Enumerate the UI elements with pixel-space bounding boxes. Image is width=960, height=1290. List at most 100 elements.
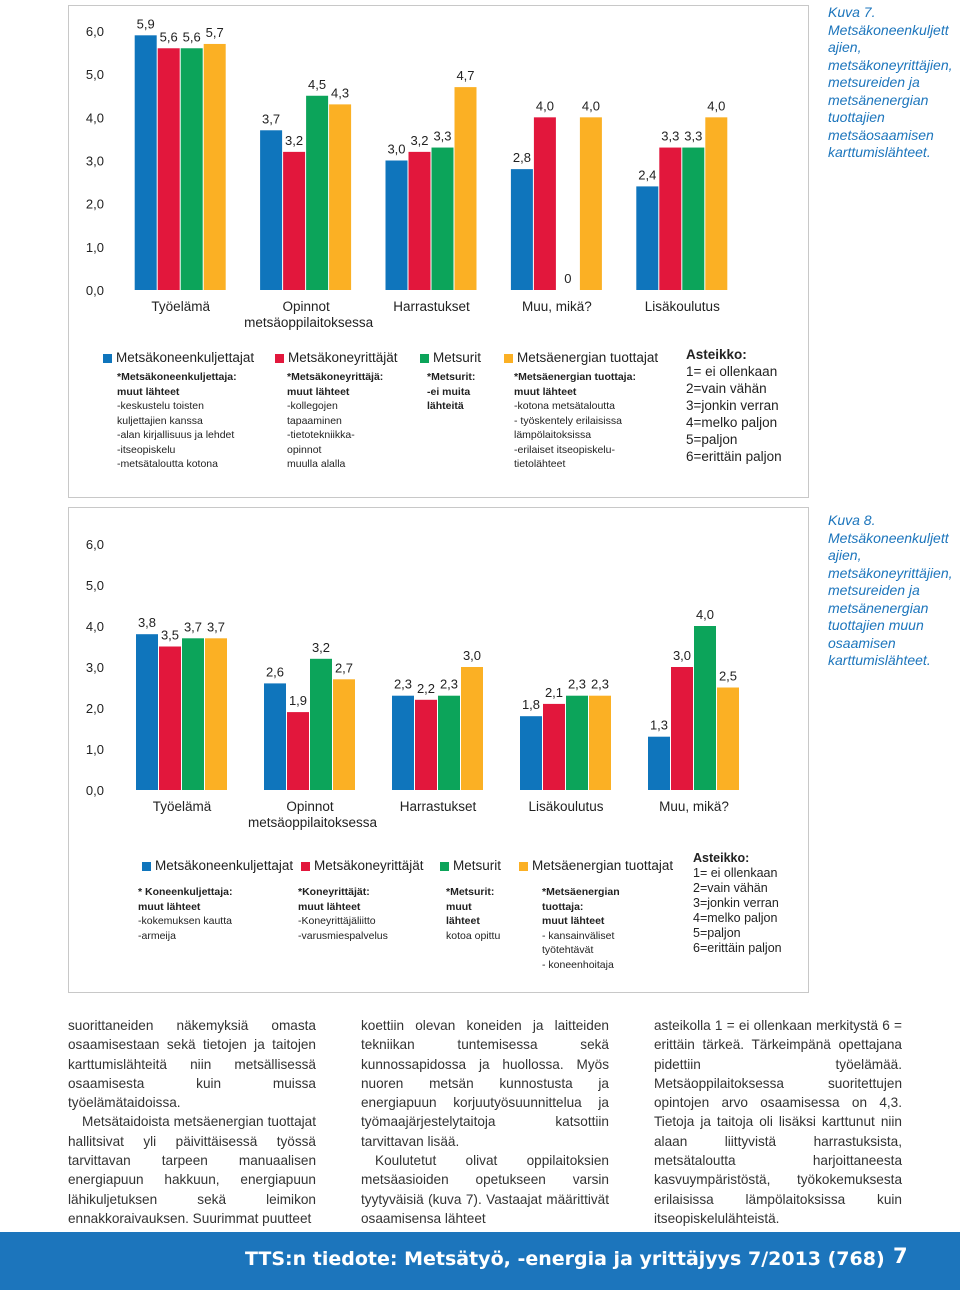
value-label: 2,3 — [591, 677, 609, 692]
legend-label: Metsäkoneyrittäjät — [314, 858, 424, 873]
legend-swatch — [142, 862, 151, 871]
bar — [205, 638, 227, 790]
value-label: 2,3 — [568, 677, 586, 692]
bar — [329, 104, 352, 290]
bar — [203, 43, 226, 291]
scale-line: 3=jonkin verran — [686, 398, 779, 413]
footer: TTS:n tiedote: Metsätyö, -energia ja yri… — [0, 1232, 960, 1290]
bar — [454, 87, 477, 290]
legend-note: *Metsäenergian tuottaja: muut lähteet -kot… — [514, 370, 636, 472]
figure-caption: Kuva 7. Metsäkoneenkuljettajien, metsäko… — [828, 4, 953, 160]
note-heading: muut lähteet — [117, 385, 180, 398]
legend-swatch — [275, 354, 284, 363]
scale-legend: Asteikko: 1= ei ollenkaan 2=vain vähän 3=jo… — [686, 346, 782, 465]
bar — [287, 712, 309, 790]
note-line: -erilaiset itseopiskelu- — [514, 443, 615, 456]
text-column: suorittaneiden näkemyksiä omasta osaamis… — [68, 1016, 316, 1228]
value-label: 2,2 — [417, 681, 435, 696]
legend-note: *Metsäkoneyrittäjä: muut lähteet -kollegoj… — [287, 370, 383, 472]
value-label: 4,0 — [536, 98, 554, 113]
bar — [705, 117, 728, 290]
y-tick-label: 3,0 — [86, 660, 104, 675]
value-label: 3,5 — [161, 628, 179, 643]
legend-label: Metsäkoneyrittäjät — [288, 350, 398, 365]
bar — [694, 626, 716, 790]
legend-swatch — [103, 354, 112, 363]
note-heading: muut lähteet — [514, 385, 577, 398]
paragraph: Koulutetut olivat oppilaitoksien metsäas… — [361, 1153, 609, 1226]
note-heading: muut lähteet — [298, 900, 361, 913]
value-label: 4,3 — [331, 85, 349, 100]
value-label: 1,9 — [289, 693, 307, 708]
chart-frame — [68, 5, 809, 498]
bar — [682, 147, 705, 290]
note-line: -tietotekniikka- — [287, 429, 355, 441]
value-label: 2,3 — [394, 677, 412, 692]
legend-label: Metsäkoneenkuljettajat — [116, 350, 255, 365]
value-label: 2,8 — [513, 150, 531, 165]
note-line: opinnot — [287, 443, 322, 456]
value-label: 0 — [564, 271, 571, 286]
bar — [659, 147, 682, 290]
bar — [579, 117, 602, 290]
value-label: 4,5 — [308, 77, 326, 92]
value-label: 5,7 — [206, 25, 224, 40]
note-line: -kokemuksen kautta — [138, 915, 232, 927]
value-label: 2,1 — [545, 685, 563, 700]
bar — [589, 695, 611, 790]
paragraph: Metsätaidoista metsäenergian tuottajat h… — [68, 1114, 316, 1226]
note-line: - kansainväliset — [542, 929, 615, 942]
bar — [543, 703, 565, 790]
note-line: -keskustelu toisten — [117, 400, 204, 412]
note-line: - työskentely erilaisissa — [514, 414, 622, 427]
note-line: -kotona metsätaloutta — [514, 400, 615, 412]
value-label: 3,2 — [312, 640, 330, 655]
y-tick-label: 2,0 — [86, 197, 104, 212]
value-label: 2,3 — [440, 677, 458, 692]
scale-title: Asteikko: — [693, 851, 750, 865]
note-heading: lähteitä — [427, 400, 464, 412]
note-heading: muut lähteet — [138, 900, 201, 913]
legend-swatch — [420, 354, 429, 363]
y-tick-label: 1,0 — [86, 742, 104, 757]
note-heading: * Koneenkuljettaja: — [138, 886, 233, 898]
chart-frame — [68, 507, 809, 993]
value-label: 3,3 — [661, 129, 679, 144]
value-label: 2,6 — [266, 664, 284, 679]
y-tick-label: 1,0 — [86, 240, 104, 255]
bar — [415, 699, 437, 790]
note-heading: *Metsäenergian tuottaja: — [514, 371, 636, 383]
value-label: 5,6 — [183, 29, 201, 44]
bar — [648, 736, 670, 790]
y-tick-label: 4,0 — [86, 619, 104, 634]
legend-note: *Koneyrittäjät: muut lähteet -Koneyrittäjä… — [298, 885, 388, 943]
scale-line: 5=paljon — [686, 432, 738, 447]
legend-swatch — [504, 354, 513, 363]
y-tick-label: 5,0 — [86, 578, 104, 593]
bar — [385, 160, 408, 290]
x-tick-label: Lisäkoulutus — [644, 299, 720, 314]
text-column: asteikolla 1 = ei ollenkaan merkitystä 6… — [654, 1016, 902, 1228]
value-label: 3,7 — [262, 111, 280, 126]
bar — [510, 169, 533, 290]
legend-label: Metsäenergian tuottajat — [517, 350, 659, 365]
x-tick-label: Lisäkoulutus — [528, 799, 604, 814]
bar — [159, 646, 181, 790]
bar — [636, 186, 659, 290]
note-line: tapaaminen — [287, 414, 342, 427]
value-label: 2,7 — [335, 660, 353, 675]
legend-swatch — [519, 862, 528, 871]
scale-title: Asteikko: — [686, 347, 747, 362]
value-label: 5,9 — [137, 16, 155, 31]
legend-note: * Koneenkuljettaja: muut lähteet -kokemuks… — [138, 885, 233, 943]
note-line: -kollegojen — [287, 400, 338, 412]
note-line: - koneenhoitaja — [542, 958, 614, 971]
legend-note: *Metsäkoneenkuljettaja: muut lähteet -kesk… — [117, 370, 237, 472]
value-label: 3,3 — [433, 129, 451, 144]
page-number: 7 — [893, 1244, 908, 1268]
x-tick-label: Työelämä — [151, 299, 210, 314]
note-heading: *Metsäenergian — [542, 886, 620, 898]
value-label: 3,0 — [387, 142, 405, 157]
scale-line: 6=erittäin paljon — [693, 941, 782, 955]
scale-line: 2=vain vähän — [686, 381, 767, 396]
